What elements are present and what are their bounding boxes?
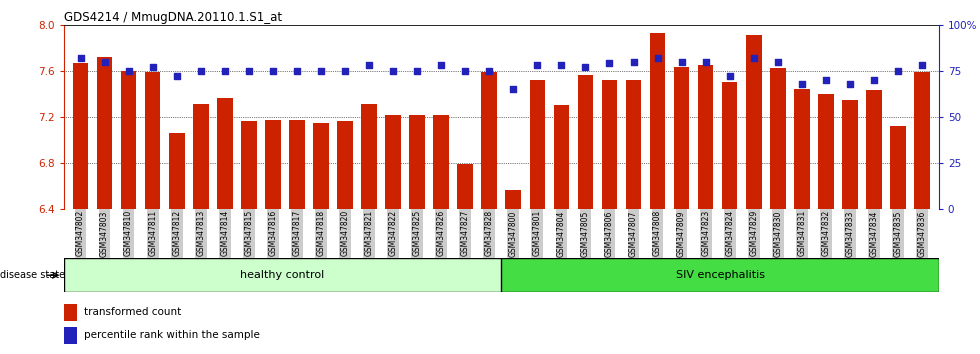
Point: [698, 59, 713, 64]
Bar: [433, 114, 449, 209]
Bar: [794, 89, 809, 209]
Bar: [554, 105, 569, 209]
Point: [337, 68, 353, 74]
Bar: [73, 63, 88, 209]
Text: transformed count: transformed count: [84, 307, 181, 318]
Point: [97, 59, 113, 64]
Text: GDS4214 / MmugDNA.20110.1.S1_at: GDS4214 / MmugDNA.20110.1.S1_at: [64, 11, 282, 24]
Point: [458, 68, 473, 74]
Text: disease state: disease state: [0, 270, 65, 280]
Point: [314, 68, 329, 74]
Bar: [64, 327, 77, 344]
Point: [265, 68, 280, 74]
Point: [121, 68, 136, 74]
Bar: [818, 94, 834, 209]
Point: [602, 61, 617, 66]
Bar: [458, 164, 473, 209]
Point: [746, 55, 761, 61]
Point: [577, 64, 593, 70]
Bar: [625, 80, 641, 209]
Text: healthy control: healthy control: [240, 270, 324, 280]
Point: [145, 64, 161, 70]
Bar: [385, 114, 401, 209]
Bar: [314, 122, 328, 209]
Point: [193, 68, 209, 74]
Point: [650, 55, 665, 61]
Bar: [241, 121, 257, 209]
Text: SIV encephalitis: SIV encephalitis: [675, 270, 764, 280]
Bar: [410, 114, 425, 209]
Bar: [914, 72, 930, 209]
Bar: [722, 82, 738, 209]
Point: [289, 68, 305, 74]
Bar: [193, 104, 209, 209]
Bar: [506, 190, 521, 209]
Bar: [217, 98, 232, 209]
Point: [362, 62, 377, 68]
Bar: [289, 120, 305, 209]
Point: [722, 74, 738, 79]
Point: [770, 59, 786, 64]
Point: [914, 62, 930, 68]
Point: [433, 62, 449, 68]
Bar: [770, 68, 786, 209]
Bar: [529, 80, 545, 209]
Bar: [674, 67, 689, 209]
Point: [73, 55, 88, 61]
Point: [818, 77, 834, 83]
Point: [554, 62, 569, 68]
Bar: [362, 104, 377, 209]
Bar: [602, 80, 617, 209]
Bar: [97, 57, 113, 209]
Point: [673, 59, 689, 64]
Point: [481, 68, 497, 74]
Bar: [842, 99, 858, 209]
Bar: [337, 121, 353, 209]
Bar: [746, 35, 761, 209]
Bar: [890, 126, 906, 209]
Bar: [64, 304, 77, 321]
Point: [410, 68, 425, 74]
Bar: [145, 72, 161, 209]
Point: [241, 68, 257, 74]
Point: [866, 77, 882, 83]
Point: [794, 81, 809, 86]
Point: [385, 68, 401, 74]
Bar: [577, 75, 593, 209]
Point: [506, 86, 521, 92]
Bar: [481, 72, 497, 209]
Point: [842, 81, 858, 86]
Point: [217, 68, 232, 74]
Point: [890, 68, 906, 74]
Bar: [169, 133, 184, 209]
FancyBboxPatch shape: [64, 258, 501, 292]
Bar: [121, 71, 136, 209]
Point: [625, 59, 641, 64]
Bar: [866, 90, 882, 209]
Point: [169, 74, 184, 79]
Bar: [650, 33, 665, 209]
Bar: [265, 120, 280, 209]
Point: [529, 62, 545, 68]
Bar: [698, 65, 713, 209]
FancyBboxPatch shape: [501, 258, 939, 292]
Text: percentile rank within the sample: percentile rank within the sample: [84, 330, 260, 341]
